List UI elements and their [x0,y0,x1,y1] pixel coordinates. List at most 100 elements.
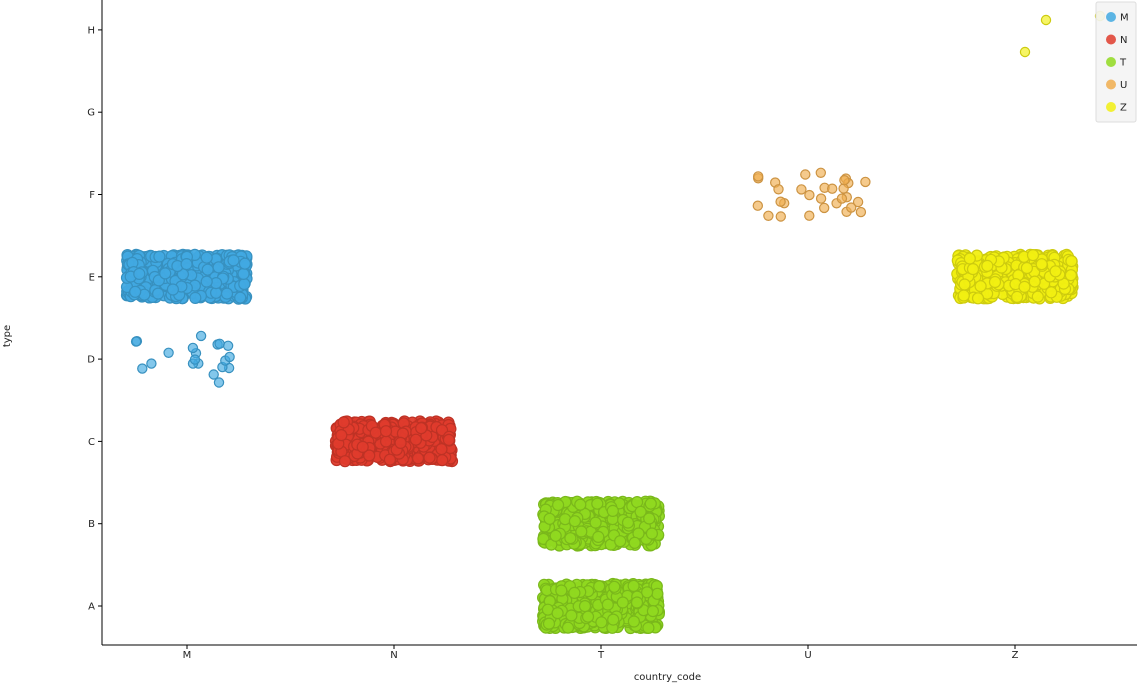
data-point [796,184,807,195]
y-tick-label: A [88,602,95,613]
data-point [415,422,428,435]
data-point [606,504,619,517]
series-T [536,495,666,635]
data-point [800,169,811,180]
data-point [574,498,587,511]
data-point [1045,286,1058,299]
data-point [753,171,764,182]
data-point [189,354,201,365]
data-point [411,452,425,465]
data-point [614,535,627,548]
y-tick-label: B [88,519,95,530]
legend-swatch [1106,57,1116,67]
data-point [379,425,393,438]
y-axis-ticks: A B C D E F G H [87,25,102,613]
data-point [238,257,251,270]
data-point [839,174,850,186]
data-point [963,252,976,265]
data-point [394,436,407,449]
data-point [166,283,179,296]
data-point [773,184,784,195]
data-point [159,267,172,280]
data-point [238,277,251,291]
data-point [836,193,848,204]
data-point [133,267,146,280]
data-point [129,285,142,298]
y-tick-label: D [87,355,95,366]
data-point [180,258,193,271]
data-point [804,210,815,221]
data-point [369,426,382,439]
data-point [578,599,592,613]
legend-label: U [1120,80,1127,91]
data-point [645,527,659,540]
x-axis-title: country_code [634,672,701,683]
data-point [855,206,867,218]
data-point [1028,275,1041,288]
data-point [337,416,350,429]
legend-swatch [1106,12,1116,22]
data-point [621,516,635,529]
y-tick-label: G [87,108,95,119]
data-point [592,530,605,544]
data-point [338,455,352,468]
data-point [634,505,647,518]
data-point [627,615,641,628]
data-point [1020,261,1034,275]
data-point [335,429,348,442]
data-point [1018,280,1031,293]
data-point [627,579,640,593]
data-point [1049,265,1062,278]
legend-label: Z [1120,103,1127,114]
data-point [860,176,871,188]
data-point [565,609,578,622]
data-point [651,587,664,600]
data-point [595,616,608,629]
data-point [146,358,157,369]
data-point [380,435,393,448]
data-point [752,200,764,211]
data-point [589,516,602,529]
data-point [958,278,971,291]
legend-label: T [1119,58,1127,69]
data-point [212,261,225,274]
data-point [601,598,614,611]
data-point [966,263,980,276]
data-point [646,604,660,618]
data-point [775,196,786,207]
data-point [981,259,994,272]
data-point [356,440,369,453]
data-point [152,287,165,300]
data-point [214,338,225,349]
plot-area [120,10,1106,635]
data-point [642,621,655,635]
legend-swatch [1106,102,1116,112]
series-Z [951,10,1106,305]
data-point [224,351,235,363]
data-point [187,342,199,354]
legend-swatch [1106,34,1116,45]
data-point [561,621,575,634]
data-point [1065,255,1078,268]
data-point [1026,249,1040,262]
legend-swatch [1106,79,1116,90]
data-point [555,584,568,597]
data-point [971,292,985,305]
data-point [581,610,595,623]
data-point [568,515,582,528]
x-tick-label: Z [1012,650,1019,661]
data-point [815,193,827,204]
data-point [189,291,202,304]
data-point [763,210,774,221]
data-point [1010,290,1024,303]
data-point [237,267,250,280]
series-M [120,248,253,388]
data-point [130,336,142,347]
data-point [643,512,656,525]
data-point [564,532,577,545]
data-point [200,275,213,288]
data-point [819,202,830,214]
y-tick-label: E [89,272,95,283]
